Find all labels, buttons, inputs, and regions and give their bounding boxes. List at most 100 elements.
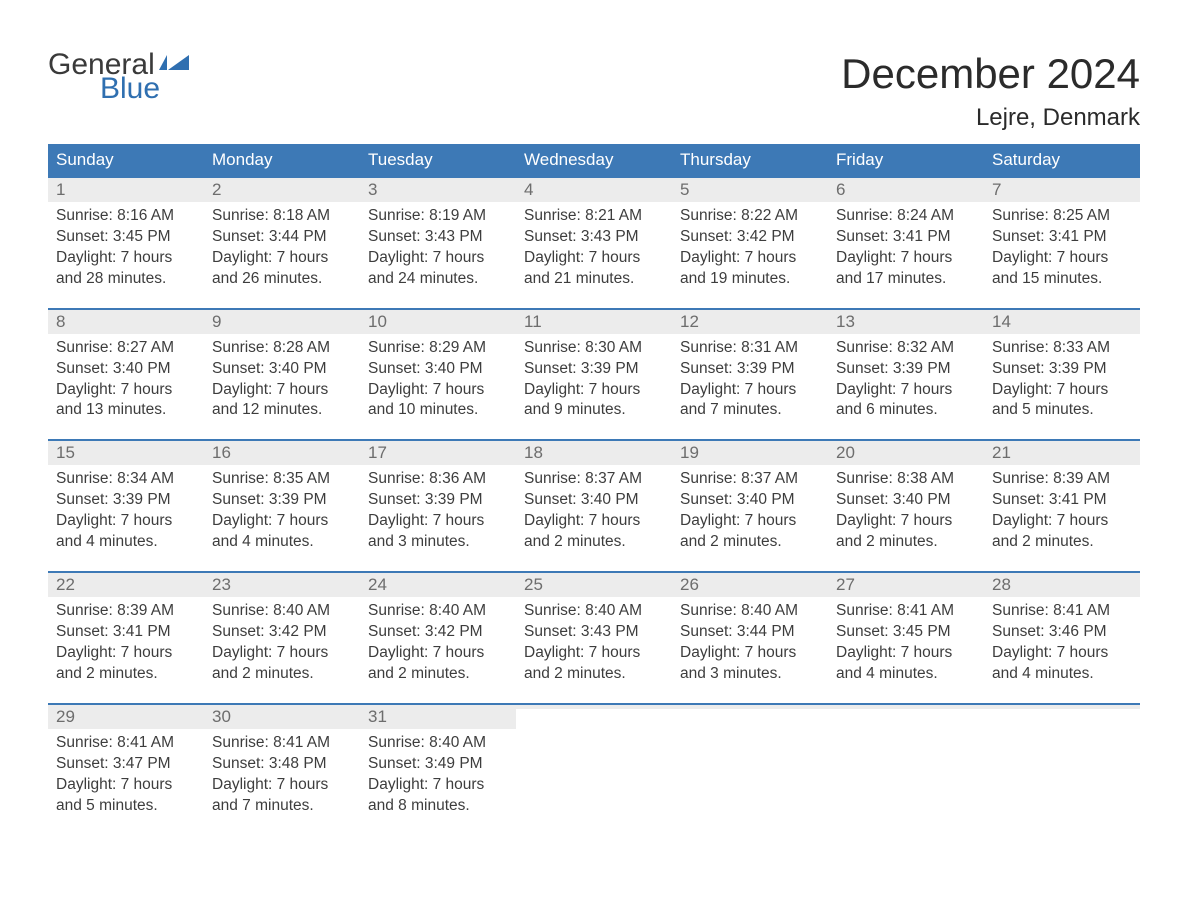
daylight-line-1: Daylight: 7 hours: [992, 643, 1132, 664]
day-number: 2: [204, 178, 360, 202]
day-details: Sunrise: 8:41 AMSunset: 3:47 PMDaylight:…: [48, 729, 204, 817]
day-details: Sunrise: 8:37 AMSunset: 3:40 PMDaylight:…: [672, 465, 828, 553]
calendar-day: 31Sunrise: 8:40 AMSunset: 3:49 PMDayligh…: [360, 705, 516, 817]
sunset-line: Sunset: 3:40 PM: [212, 359, 352, 380]
calendar: Sunday Monday Tuesday Wednesday Thursday…: [48, 144, 1140, 816]
daylight-line-2: and 12 minutes.: [212, 400, 352, 421]
day-details: Sunrise: 8:33 AMSunset: 3:39 PMDaylight:…: [984, 334, 1140, 422]
sunrise-line: Sunrise: 8:37 AM: [524, 469, 664, 490]
sunrise-line: Sunrise: 8:40 AM: [368, 601, 508, 622]
day-name: Sunday: [48, 144, 204, 176]
sunrise-line: Sunrise: 8:30 AM: [524, 338, 664, 359]
sunrise-line: Sunrise: 8:29 AM: [368, 338, 508, 359]
calendar-day: 10Sunrise: 8:29 AMSunset: 3:40 PMDayligh…: [360, 310, 516, 422]
day-number: 7: [984, 178, 1140, 202]
sunrise-line: Sunrise: 8:40 AM: [680, 601, 820, 622]
day-details: Sunrise: 8:34 AMSunset: 3:39 PMDaylight:…: [48, 465, 204, 553]
daylight-line-2: and 2 minutes.: [212, 664, 352, 685]
sunrise-line: Sunrise: 8:19 AM: [368, 206, 508, 227]
brand-word-2: Blue: [100, 74, 189, 104]
day-number: 25: [516, 573, 672, 597]
day-details: [516, 709, 672, 713]
day-number: 5: [672, 178, 828, 202]
day-number: 26: [672, 573, 828, 597]
day-number: 15: [48, 441, 204, 465]
day-details: Sunrise: 8:39 AMSunset: 3:41 PMDaylight:…: [984, 465, 1140, 553]
sunrise-line: Sunrise: 8:35 AM: [212, 469, 352, 490]
page-header: General Blue December 2024 Lejre, Denmar…: [48, 50, 1140, 132]
sunrise-line: Sunrise: 8:27 AM: [56, 338, 196, 359]
calendar-day: 3Sunrise: 8:19 AMSunset: 3:43 PMDaylight…: [360, 178, 516, 290]
day-details: Sunrise: 8:40 AMSunset: 3:42 PMDaylight:…: [360, 597, 516, 685]
calendar-day: 2Sunrise: 8:18 AMSunset: 3:44 PMDaylight…: [204, 178, 360, 290]
daylight-line-2: and 17 minutes.: [836, 269, 976, 290]
daylight-line-2: and 4 minutes.: [992, 664, 1132, 685]
day-number: 30: [204, 705, 360, 729]
daylight-line-1: Daylight: 7 hours: [56, 643, 196, 664]
sunrise-line: Sunrise: 8:41 AM: [56, 733, 196, 754]
daylight-line-1: Daylight: 7 hours: [992, 511, 1132, 532]
calendar-day: 21Sunrise: 8:39 AMSunset: 3:41 PMDayligh…: [984, 441, 1140, 553]
day-details: Sunrise: 8:37 AMSunset: 3:40 PMDaylight:…: [516, 465, 672, 553]
daylight-line-1: Daylight: 7 hours: [56, 511, 196, 532]
daylight-line-2: and 9 minutes.: [524, 400, 664, 421]
calendar-day: 18Sunrise: 8:37 AMSunset: 3:40 PMDayligh…: [516, 441, 672, 553]
day-name: Friday: [828, 144, 984, 176]
sunset-line: Sunset: 3:40 PM: [680, 490, 820, 511]
sunrise-line: Sunrise: 8:41 AM: [992, 601, 1132, 622]
daylight-line-2: and 13 minutes.: [56, 400, 196, 421]
sunrise-line: Sunrise: 8:37 AM: [680, 469, 820, 490]
day-number: 1: [48, 178, 204, 202]
sunrise-line: Sunrise: 8:32 AM: [836, 338, 976, 359]
sunset-line: Sunset: 3:40 PM: [524, 490, 664, 511]
sunrise-line: Sunrise: 8:22 AM: [680, 206, 820, 227]
daylight-line-2: and 2 minutes.: [56, 664, 196, 685]
daylight-line-1: Daylight: 7 hours: [212, 775, 352, 796]
calendar-week: 22Sunrise: 8:39 AMSunset: 3:41 PMDayligh…: [48, 571, 1140, 685]
day-details: Sunrise: 8:41 AMSunset: 3:45 PMDaylight:…: [828, 597, 984, 685]
day-details: Sunrise: 8:24 AMSunset: 3:41 PMDaylight:…: [828, 202, 984, 290]
daylight-line-2: and 8 minutes.: [368, 796, 508, 817]
sunset-line: Sunset: 3:39 PM: [368, 490, 508, 511]
daylight-line-1: Daylight: 7 hours: [680, 643, 820, 664]
day-details: [984, 709, 1140, 713]
day-number: 22: [48, 573, 204, 597]
daylight-line-2: and 4 minutes.: [212, 532, 352, 553]
sunset-line: Sunset: 3:44 PM: [680, 622, 820, 643]
sunset-line: Sunset: 3:39 PM: [680, 359, 820, 380]
sunrise-line: Sunrise: 8:38 AM: [836, 469, 976, 490]
calendar-week: 15Sunrise: 8:34 AMSunset: 3:39 PMDayligh…: [48, 439, 1140, 553]
daylight-line-1: Daylight: 7 hours: [368, 511, 508, 532]
calendar-day: 4Sunrise: 8:21 AMSunset: 3:43 PMDaylight…: [516, 178, 672, 290]
day-details: Sunrise: 8:16 AMSunset: 3:45 PMDaylight:…: [48, 202, 204, 290]
day-details: [672, 709, 828, 713]
day-number: 31: [360, 705, 516, 729]
sunset-line: Sunset: 3:39 PM: [212, 490, 352, 511]
calendar-day: 13Sunrise: 8:32 AMSunset: 3:39 PMDayligh…: [828, 310, 984, 422]
sunrise-line: Sunrise: 8:21 AM: [524, 206, 664, 227]
sunset-line: Sunset: 3:41 PM: [992, 490, 1132, 511]
daylight-line-1: Daylight: 7 hours: [212, 643, 352, 664]
day-details: Sunrise: 8:29 AMSunset: 3:40 PMDaylight:…: [360, 334, 516, 422]
sunset-line: Sunset: 3:49 PM: [368, 754, 508, 775]
day-details: Sunrise: 8:41 AMSunset: 3:48 PMDaylight:…: [204, 729, 360, 817]
daylight-line-1: Daylight: 7 hours: [524, 643, 664, 664]
calendar-day: 1Sunrise: 8:16 AMSunset: 3:45 PMDaylight…: [48, 178, 204, 290]
daylight-line-1: Daylight: 7 hours: [56, 380, 196, 401]
day-name: Saturday: [984, 144, 1140, 176]
calendar-day: 29Sunrise: 8:41 AMSunset: 3:47 PMDayligh…: [48, 705, 204, 817]
day-details: Sunrise: 8:30 AMSunset: 3:39 PMDaylight:…: [516, 334, 672, 422]
daylight-line-2: and 24 minutes.: [368, 269, 508, 290]
sunset-line: Sunset: 3:46 PM: [992, 622, 1132, 643]
daylight-line-1: Daylight: 7 hours: [836, 511, 976, 532]
sunrise-line: Sunrise: 8:40 AM: [524, 601, 664, 622]
daylight-line-2: and 7 minutes.: [212, 796, 352, 817]
sunrise-line: Sunrise: 8:41 AM: [212, 733, 352, 754]
daylight-line-2: and 3 minutes.: [368, 532, 508, 553]
sunset-line: Sunset: 3:40 PM: [56, 359, 196, 380]
sunrise-line: Sunrise: 8:36 AM: [368, 469, 508, 490]
sunset-line: Sunset: 3:43 PM: [524, 227, 664, 248]
day-names-header: Sunday Monday Tuesday Wednesday Thursday…: [48, 144, 1140, 176]
daylight-line-1: Daylight: 7 hours: [680, 248, 820, 269]
daylight-line-1: Daylight: 7 hours: [368, 643, 508, 664]
